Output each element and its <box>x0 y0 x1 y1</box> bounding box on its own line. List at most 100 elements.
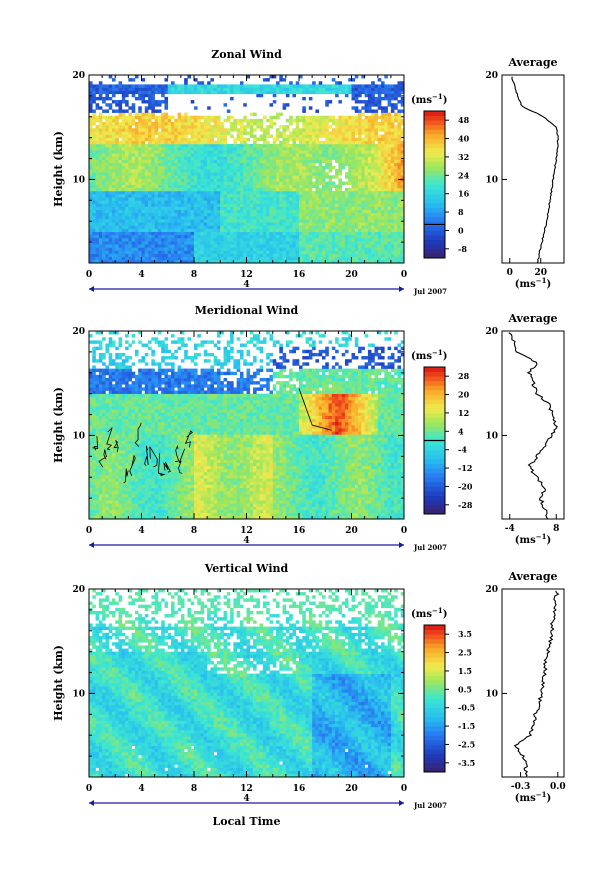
heatmap-cell <box>276 219 280 223</box>
heatmap-cell <box>216 150 221 154</box>
heatmap-cell <box>128 147 132 151</box>
heatmap-cell <box>259 93 264 98</box>
heatmap-cell <box>102 109 106 113</box>
heatmap-cell <box>148 209 152 214</box>
heatmap-cell <box>272 216 277 220</box>
heatmap-cell <box>351 216 356 220</box>
heatmap-cell <box>331 231 336 236</box>
heatmap-cell <box>338 169 342 173</box>
heatmap-cell <box>102 100 106 104</box>
heatmap-cell <box>177 203 182 207</box>
heatmap-cell <box>266 125 270 129</box>
heatmap-cell <box>184 125 188 129</box>
heatmap-cell <box>180 131 185 135</box>
heatmap-cell <box>295 253 300 258</box>
heatmap-cell <box>190 162 195 167</box>
heatmap-cell <box>233 122 237 126</box>
heatmap-cell <box>394 84 398 88</box>
heatmap-cell <box>98 181 103 185</box>
heatmap-cell <box>253 143 257 148</box>
heatmap-cell <box>144 162 149 167</box>
heatmap-cell <box>348 209 352 214</box>
heatmap-cell <box>230 228 234 232</box>
heatmap-cell <box>381 222 385 226</box>
heatmap-cell <box>348 153 352 157</box>
heatmap-cell <box>358 197 362 201</box>
heatmap-cell <box>105 250 109 254</box>
heatmap-cell <box>131 103 136 107</box>
heatmap-cell <box>210 78 214 82</box>
heatmap-cell <box>364 103 369 107</box>
heatmap-cell <box>102 137 106 142</box>
heatmap-cell <box>249 178 254 182</box>
heatmap-cell <box>125 140 129 145</box>
heatmap-cell <box>121 181 126 185</box>
heatmap-cell <box>236 84 241 88</box>
heatmap-cell <box>167 222 172 226</box>
heatmap-cell <box>131 222 136 226</box>
heatmap-cell <box>400 87 405 91</box>
heatmap-cell <box>187 231 192 236</box>
heatmap-cell <box>289 219 293 223</box>
heatmap-cell <box>138 96 142 101</box>
heatmap-cell <box>292 222 297 226</box>
heatmap-cell <box>115 216 119 220</box>
heatmap-cell <box>167 131 172 135</box>
heatmap-cell <box>325 118 329 123</box>
heatmap-cell <box>180 147 185 151</box>
heatmap-cell <box>236 200 241 204</box>
heatmap-cell <box>358 259 362 264</box>
heatmap-cell <box>338 194 342 198</box>
heatmap-cell <box>367 181 372 185</box>
heatmap-cell <box>397 162 402 167</box>
heatmap-cell <box>203 234 208 239</box>
heatmap-cell <box>194 84 198 88</box>
heatmap-cell <box>187 178 192 182</box>
heatmap-cell <box>302 222 306 226</box>
heatmap-cell <box>276 216 280 220</box>
heatmap-cell <box>177 156 182 160</box>
heatmap-cell <box>387 147 392 151</box>
heatmap-cell <box>308 122 313 126</box>
heatmap-cell <box>171 200 175 204</box>
heatmap-cell <box>325 140 329 145</box>
heatmap-cell <box>148 234 152 239</box>
heatmap-cell <box>111 134 116 138</box>
heatmap-cell <box>111 181 116 185</box>
heatmap-cell <box>148 247 152 251</box>
heatmap-cell <box>226 190 231 195</box>
heatmap-cell <box>295 143 300 148</box>
heatmap-cell <box>256 259 260 264</box>
heatmap-cell <box>187 128 192 132</box>
heatmap-cell <box>394 216 398 220</box>
heatmap-cell <box>249 153 254 157</box>
heatmap-cell <box>210 250 214 254</box>
heatmap-cell <box>315 84 319 88</box>
heatmap-cell <box>177 147 182 151</box>
heatmap-cell <box>302 169 306 173</box>
heatmap-cell <box>164 156 169 160</box>
heatmap-cell <box>174 134 178 138</box>
heatmap-cell <box>164 219 169 223</box>
heatmap-cell <box>151 175 155 179</box>
heatmap-cell <box>331 237 336 242</box>
heatmap-cell <box>164 231 169 236</box>
heatmap-cell <box>144 187 149 192</box>
heatmap-cell <box>105 143 109 148</box>
heatmap-cell <box>164 187 169 192</box>
heatmap-cell <box>285 231 290 236</box>
heatmap-cell <box>148 256 152 261</box>
heatmap-cell <box>102 96 106 101</box>
heatmap-cell <box>259 228 264 232</box>
heatmap-cell <box>246 190 251 195</box>
heatmap-cell <box>184 222 188 226</box>
heatmap-cell <box>233 194 237 198</box>
heatmap-cell <box>203 140 208 145</box>
heatmap-cell <box>115 147 119 151</box>
heatmap-cell <box>102 187 106 192</box>
heatmap-cell <box>128 200 132 204</box>
heatmap-cell <box>341 212 346 217</box>
heatmap-cell <box>381 147 385 151</box>
heatmap-cell <box>184 147 188 151</box>
heatmap-cell <box>223 140 228 145</box>
